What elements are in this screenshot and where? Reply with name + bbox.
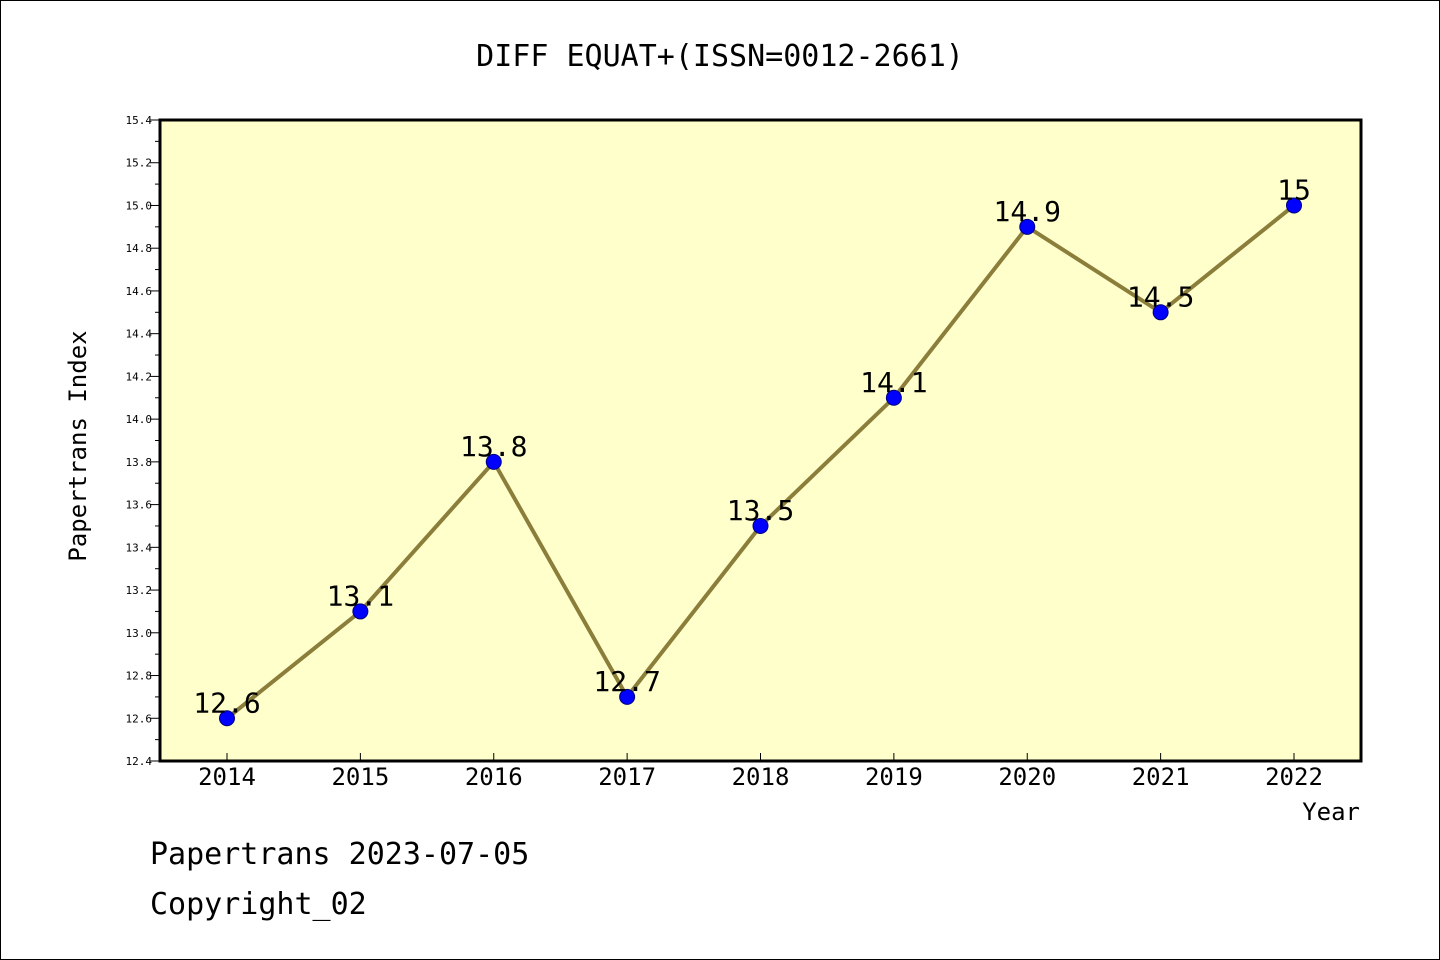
data-point bbox=[885, 389, 902, 406]
data-label: 12.7 bbox=[593, 665, 660, 698]
y-tick-label: 12.8 bbox=[126, 670, 153, 683]
y-tick-label: 15.4 bbox=[126, 114, 153, 127]
data-point bbox=[619, 688, 636, 705]
y-tick-label: 13.4 bbox=[126, 541, 153, 554]
data-point bbox=[485, 453, 502, 470]
x-tick-label: 2020 bbox=[998, 763, 1056, 791]
plot-area: 12.4 12.6 12.8 13.0 13.2 13.4 13.6 13.8 14.0 14.2… bbox=[126, 114, 1363, 791]
plot-frame bbox=[158, 118, 1363, 763]
data-label: 13.1 bbox=[327, 579, 394, 612]
x-tick-label: 2022 bbox=[1265, 763, 1323, 791]
data-point bbox=[752, 517, 769, 534]
x-tick-label: 2017 bbox=[598, 763, 656, 791]
chart-title: DIFF EQUAT+(ISSN=0012-2661) bbox=[476, 39, 964, 74]
data-point bbox=[1019, 218, 1036, 235]
x-tick-label: 2021 bbox=[1132, 763, 1190, 791]
data-point bbox=[352, 603, 369, 620]
data-label: 14.5 bbox=[1127, 280, 1194, 313]
y-tick-label: 13.2 bbox=[126, 584, 153, 597]
data-point bbox=[1152, 304, 1169, 321]
x-axis-label: Year bbox=[1302, 798, 1360, 826]
y-tick-label: 15.0 bbox=[126, 199, 153, 212]
footer-date-text: Papertrans 2023-07-05 bbox=[150, 837, 529, 872]
y-tick-label: 14.8 bbox=[126, 242, 153, 255]
y-tick-label: 14.4 bbox=[126, 328, 153, 341]
y-tick-label: 14.6 bbox=[126, 285, 153, 298]
y-tick-label: 14.0 bbox=[126, 413, 153, 426]
data-label: 14.1 bbox=[860, 366, 927, 399]
plot-background bbox=[160, 120, 1361, 761]
y-tick-label: 14.2 bbox=[126, 370, 153, 383]
data-label: 12.6 bbox=[193, 686, 260, 719]
y-tick-label: 12.6 bbox=[126, 712, 153, 725]
y-tick-label: 13.0 bbox=[126, 627, 153, 640]
x-tick-label: 2015 bbox=[331, 763, 389, 791]
y-tick-label: 13.8 bbox=[126, 456, 153, 469]
data-label: 13.5 bbox=[727, 494, 794, 527]
x-tick-label: 2016 bbox=[465, 763, 523, 791]
y-tick-label: 13.6 bbox=[126, 499, 153, 512]
footer-copyright-text: Copyright_02 bbox=[150, 887, 367, 922]
data-point bbox=[219, 710, 235, 727]
data-label: 13.8 bbox=[460, 430, 527, 463]
y-tick-label: 12.4 bbox=[126, 755, 153, 768]
data-point bbox=[1286, 197, 1302, 214]
data-label: 15 bbox=[1277, 173, 1311, 206]
data-label: 14.9 bbox=[994, 195, 1061, 228]
x-tick-label: 2018 bbox=[732, 763, 790, 791]
y-tick-label: 15.2 bbox=[126, 157, 153, 170]
y-axis-label: Papertrans Index bbox=[64, 330, 92, 561]
x-tick-label: 2014 bbox=[198, 763, 256, 791]
x-tick-label: 2019 bbox=[865, 763, 923, 791]
